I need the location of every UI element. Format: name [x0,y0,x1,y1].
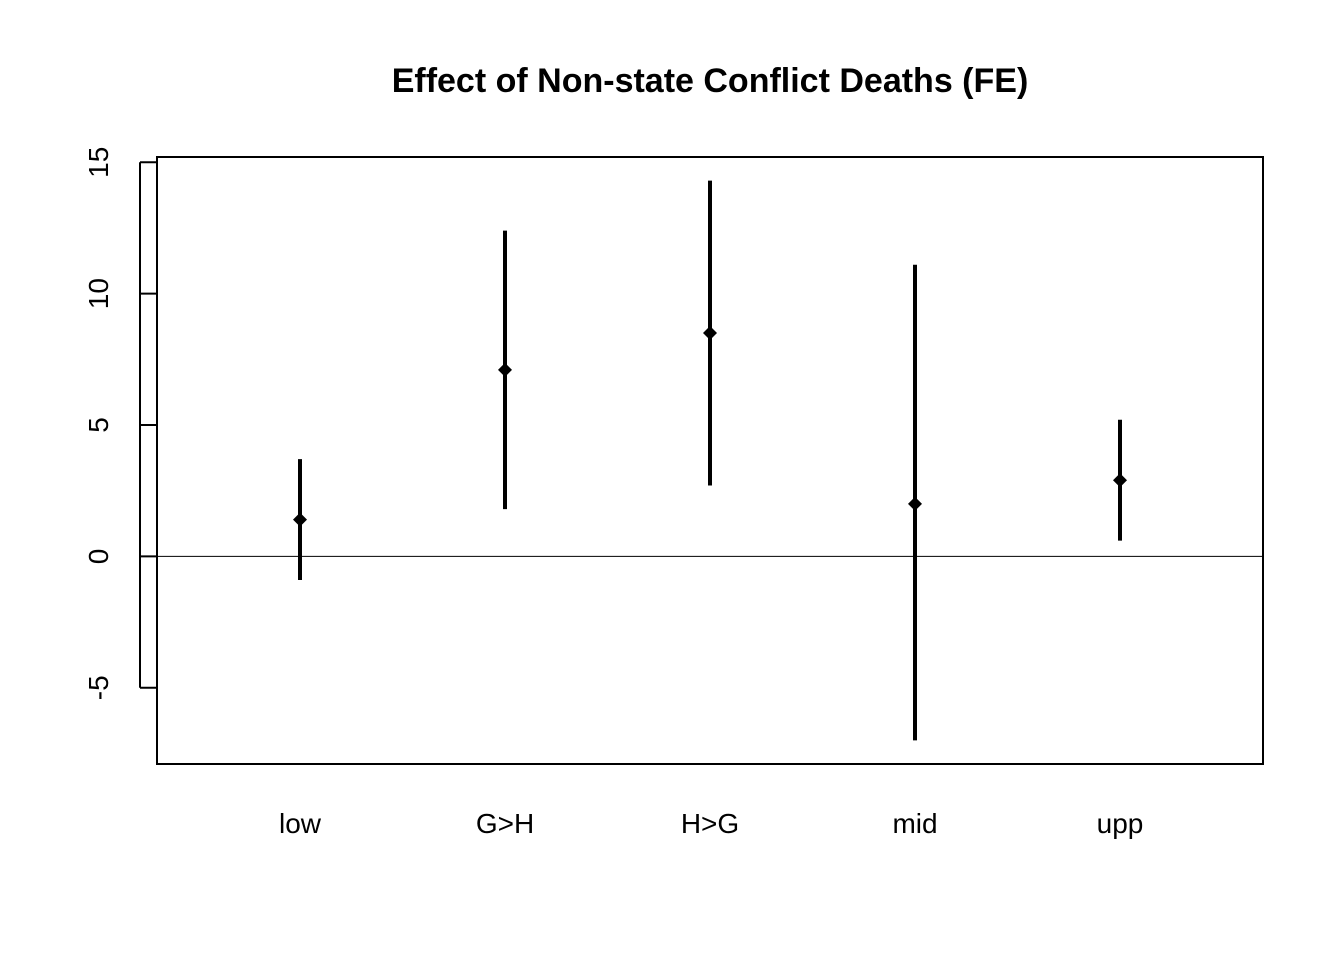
x-category-label: low [279,808,322,839]
y-tick-label: 15 [83,147,114,178]
point-estimate [1113,473,1127,488]
y-tick-label: 10 [83,278,114,309]
point-estimate [703,326,717,341]
x-axis-labels: low G>H H>G mid upp [279,808,1143,839]
x-category-label: G>H [476,808,534,839]
point-estimate [498,362,512,377]
plot-frame [156,156,1264,765]
y-axis: -5 0 5 10 15 [83,147,157,700]
point-estimate [293,512,307,527]
y-tick-label: -5 [83,675,114,700]
x-category-label: mid [892,808,937,839]
chart-marks [293,180,1127,741]
chart-title: Effect of Non-state Conflict Deaths (FE) [392,62,1029,100]
x-category-label: upp [1097,808,1144,839]
point-estimate [908,496,922,511]
y-tick-label: 0 [83,549,114,565]
x-category-label: H>G [681,808,739,839]
y-tick-label: 5 [83,417,114,433]
